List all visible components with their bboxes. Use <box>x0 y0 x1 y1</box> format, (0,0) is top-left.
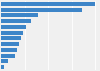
Bar <box>1 48 17 52</box>
Bar <box>1 54 15 58</box>
Bar <box>1 2 95 6</box>
Bar <box>1 31 23 35</box>
Bar <box>1 65 4 69</box>
Bar <box>1 13 38 17</box>
Bar <box>1 42 19 46</box>
Bar <box>1 19 31 23</box>
Bar <box>1 36 21 40</box>
Bar <box>1 8 82 12</box>
Bar <box>1 59 8 63</box>
Bar <box>1 25 26 29</box>
